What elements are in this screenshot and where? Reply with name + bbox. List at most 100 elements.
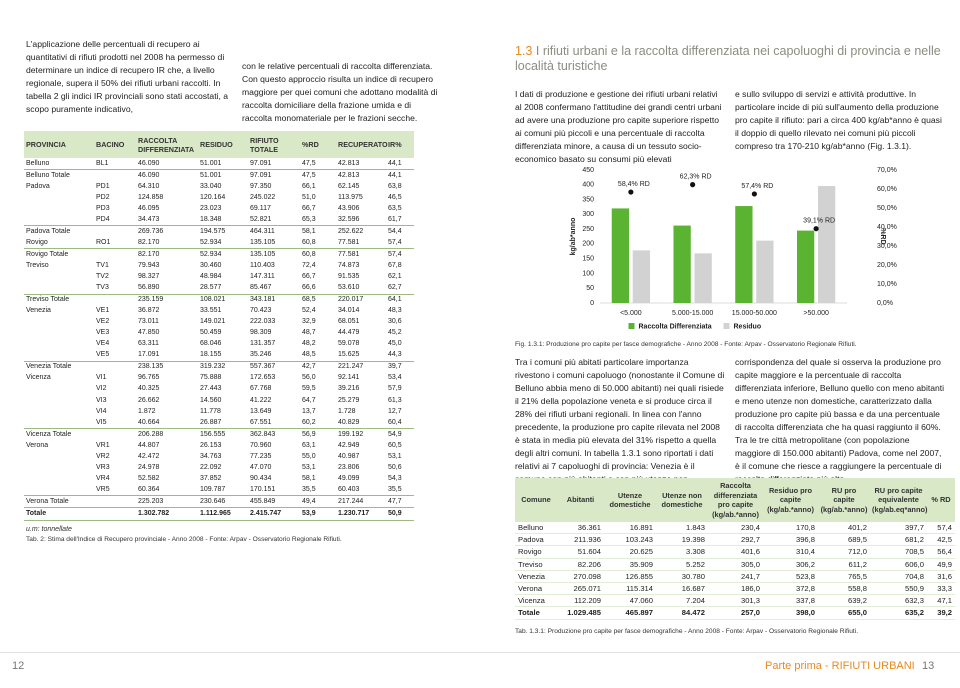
- table-row: Treviso TV1 79.943 30.460 110.403 72,4 74.873 6…: [24, 260, 414, 271]
- table-row: VE5 17.091 18.155 35.246 48,5 15.625 44,3: [24, 350, 414, 362]
- table-cell: 62.145: [338, 182, 360, 190]
- table-cell: 269.736: [136, 225, 198, 238]
- y-tick-label: 450: [582, 167, 594, 174]
- table-cell: [24, 406, 94, 417]
- table-cell: 50,6: [388, 463, 402, 471]
- table-cell: 57,9: [388, 385, 402, 393]
- table-cell: 39,2: [927, 606, 955, 620]
- table-cell: 60,2: [302, 418, 316, 426]
- table-cell: 362.843: [248, 428, 300, 441]
- table-cell: 36.872: [138, 307, 160, 315]
- y-tick-label: 0: [590, 300, 594, 307]
- table-cell: 82.170: [138, 238, 160, 246]
- table-cell: 172.653: [250, 374, 276, 382]
- table-cell: 77.581: [336, 248, 386, 261]
- table-cell: [94, 428, 136, 441]
- table-cell: 63,1: [302, 441, 316, 449]
- column-header: % RD: [927, 478, 955, 522]
- table-cell: [24, 350, 94, 362]
- table-cell: 16.687: [656, 582, 708, 596]
- column-header: Utenze non domestiche: [656, 478, 708, 522]
- table-cell: 24.978: [138, 463, 160, 471]
- table-cell: Rovigo: [26, 238, 48, 246]
- table-row: Padova PD1 64.310 33.040 97.350 66,1 62.145 63,…: [24, 181, 414, 192]
- unit-note: u.m: tonnellate: [26, 526, 72, 533]
- table-cell: 51.604: [557, 545, 604, 559]
- table-row: Vicenza 112.209 47.060 7.204 301,3 337,8 639,2…: [515, 594, 955, 608]
- table-cell: 37.852: [200, 474, 222, 482]
- table-cell: 43.906: [338, 204, 360, 212]
- table-row: VR2 42.472 34.763 77.235 55,0 40.987 53,1: [24, 451, 414, 462]
- table-cell: 265.071: [557, 582, 604, 596]
- table-caption: Tab. 1.3.1: Produzione pro capite per fa…: [515, 628, 859, 635]
- table-row: VE2 73.011 149.021 222.033 32,9 68.051 30,6: [24, 317, 414, 328]
- table-cell: 60,8: [300, 248, 336, 261]
- table-cell: 48.984: [200, 272, 222, 280]
- x-tick-label: 15.000-50.000: [732, 310, 777, 317]
- bar: [817, 185, 836, 303]
- table-cell: VI5: [96, 418, 107, 426]
- table-cell: 51.001: [200, 159, 222, 167]
- bar: [673, 225, 691, 303]
- table-cell: TV1: [96, 261, 109, 269]
- y-tick-label: 150: [582, 256, 594, 263]
- table-cell: [24, 271, 94, 282]
- table-cell: 558,8: [818, 582, 870, 596]
- table-cell: 112.209: [557, 594, 604, 608]
- table-cell: 257,0: [708, 606, 763, 620]
- footer-rule: [0, 652, 960, 653]
- table-row: Rovigo 51.604 20.625 3.308 401,6 310,4 712,0 70…: [515, 545, 955, 559]
- table-cell: RO1: [96, 238, 111, 246]
- table-cell: 60,5: [388, 441, 402, 449]
- table-cell: 63,5: [388, 204, 402, 212]
- table-cell: 199.192: [336, 428, 386, 441]
- table-cell: 401,6: [708, 545, 763, 559]
- table-cell: 113.975: [338, 193, 363, 201]
- table-cell: 235.159: [136, 293, 198, 306]
- table-cell: 42,5: [927, 533, 955, 547]
- table-cell: 70.423: [250, 307, 272, 315]
- table-row: VE3 47.850 50.459 98.309 48,7 44.479 45,2: [24, 328, 414, 339]
- table-cell: 1.029.485: [557, 606, 604, 620]
- table-cell: 46.090: [138, 159, 160, 167]
- table-cell: 465.897: [604, 606, 656, 620]
- table-cell: 47,1: [927, 594, 955, 608]
- table-cell: 60,4: [388, 418, 402, 426]
- table-cell: Padova Totale: [24, 225, 94, 238]
- table-cell: 109.787: [200, 485, 226, 493]
- table-cell: 42.949: [338, 441, 360, 449]
- table-cell: 42.813: [336, 169, 386, 182]
- table-cell: Rovigo: [515, 545, 557, 559]
- table-row: PD3 46.095 23.023 69.117 66,7 43.906 63,5: [24, 203, 414, 214]
- table-cell: VE1: [96, 307, 110, 315]
- table-cell: Belluno: [26, 159, 50, 167]
- paragraph: L'applicazione delle percentuali di recu…: [26, 39, 229, 114]
- table-row: Venezia Totale 238.135 319.232 557.367 42,7 2…: [24, 360, 414, 373]
- column-header: PROVINCIA: [24, 131, 94, 158]
- y-axis-label: kg/ab*anno: [570, 218, 577, 256]
- table-cell: 44.807: [138, 441, 160, 449]
- table-cell: 22.092: [200, 463, 222, 471]
- table-cell: 48,3: [388, 307, 402, 315]
- table-cell: 36.361: [557, 522, 604, 535]
- column-header: Residuo pro capite (kg/ab.*anno): [763, 478, 818, 522]
- table-cell: 44.479: [338, 329, 360, 337]
- data-label: 39,1% RD: [803, 218, 835, 225]
- table-cell: Venezia: [515, 570, 557, 583]
- table-cell: VI4: [96, 407, 107, 415]
- table-cell: 33.551: [200, 307, 222, 315]
- table-row: Venezia VE1 36.872 33.551 70.423 52,4 34.014 48…: [24, 306, 414, 317]
- table-row: Vicenza Totale 206.288 156.555 362.843 56,9 1…: [24, 428, 414, 441]
- table-cell: 319.232: [198, 360, 248, 373]
- y2-tick-label: 30,0%: [877, 243, 897, 250]
- table-caption: Tab. 2: Stima dell'Indice di Recupero pr…: [26, 536, 342, 543]
- table-cell: 54,9: [386, 428, 414, 441]
- table-row: Verona 265.071 115.314 16.687 186,0 372,8 558,…: [515, 582, 955, 596]
- table-cell: 11.778: [200, 407, 221, 415]
- table-cell: [94, 248, 136, 261]
- table-cell: 46.090: [136, 169, 198, 182]
- table-cell: 16.891: [604, 522, 656, 535]
- table-cell: 34.473: [138, 215, 160, 223]
- table-cell: 50,9: [386, 507, 414, 521]
